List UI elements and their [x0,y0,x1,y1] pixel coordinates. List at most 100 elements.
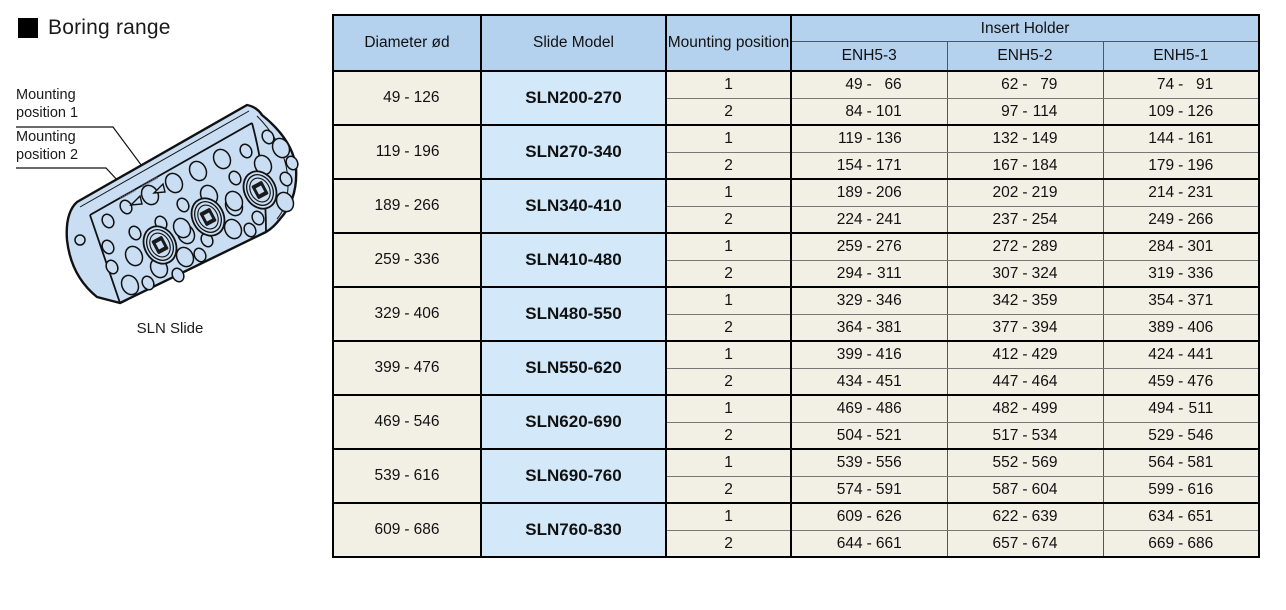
range-value: 119 [375,143,401,161]
range-value: 416 [875,346,902,364]
range-value: 591 [875,480,902,498]
mounting-position-cell: 2 [665,475,792,504]
range-cell-enh5-1: 634-651 [1102,502,1260,531]
range-cell-enh5-1: 109-126 [1102,97,1260,126]
range-dash: - [1022,372,1028,390]
sln-slide-illustration [16,103,299,305]
diameter-range-cell: 539-616 [332,448,482,504]
range-dash: - [1178,400,1184,418]
illustration-caption: SLN Slide [136,320,204,337]
range-value: 371 [1187,292,1214,310]
range-cell-enh5-3: 364-381 [790,313,948,342]
range-value: 342 [992,292,1019,310]
range-cell-enh5-1: 354-371 [1102,286,1260,315]
mounting-triangle-2 [129,194,143,206]
range-value: 214 [1148,184,1175,202]
range-dash: - [1022,400,1028,418]
col-header-enh5-1: ENH5-1 [1102,40,1260,72]
range-dash: - [1022,264,1028,282]
mounting-position-cell: 1 [665,340,792,369]
range-value: 546 [413,413,440,431]
range-value: 574 [836,480,863,498]
range-cell-enh5-2: 377-394 [946,313,1104,342]
range-cell-enh5-2: 622-639 [946,502,1104,531]
diameter-range-cell: 119-196 [332,124,482,180]
range-value: 249 [1148,210,1175,228]
range-cell-enh5-3: 329-346 [790,286,948,315]
range-dash: - [866,292,872,310]
boring-table-body: 49-126 SLN200-270 1 49-66 62-79 74-91 2 84-101 9… [332,70,1260,558]
range-value: 622 [992,508,1019,526]
mounting-position-cell: 2 [665,205,792,234]
range-value: 651 [1187,508,1214,526]
range-dash: - [1178,238,1184,256]
table-row: 2 84-101 97-114 109-126 [333,97,1260,126]
range-value: 336 [413,251,440,269]
range-dash: - [1022,454,1028,472]
table-row: 2 294-311 307-324 319-336 [333,259,1260,288]
diameter-range-cell: 259-336 [332,232,482,288]
mounting-position-cell: 2 [665,313,792,342]
col-header-enh5-3: ENH5-3 [790,40,948,72]
diameter-range-cell: 329-406 [332,286,482,342]
range-dash: - [866,130,872,148]
range-cell-enh5-2: 587-604 [946,475,1104,504]
range-dash: - [866,346,872,364]
range-dash: - [1022,184,1028,202]
page-title: Boring range [48,16,171,39]
range-cell-enh5-2: 447-464 [946,367,1104,396]
range-cell-enh5-1: 599-616 [1102,475,1260,504]
range-value: 581 [1187,454,1214,472]
range-value: 206 [875,184,902,202]
range-value: 616 [413,467,440,485]
range-dash: - [1178,534,1184,552]
range-cell-enh5-1: 494-511 [1102,394,1260,423]
diameter-range-cell: 49-126 [332,70,482,126]
range-dash: - [866,76,872,94]
range-dash: - [1178,508,1184,526]
range-cell-enh5-2: 657-674 [946,529,1104,558]
range-value: 616 [1187,480,1214,498]
range-value: 284 [1148,238,1175,256]
range-cell-enh5-1: 669-686 [1102,529,1260,558]
range-cell-enh5-2: 62-79 [946,70,1104,99]
range-dash: - [404,197,410,215]
table-row: 539-616 SLN690-760 1 539-556 552-569 564-581 [332,448,1260,504]
range-dash: - [1022,318,1028,336]
range-value: 79 [1040,76,1058,94]
range-value: 202 [992,184,1019,202]
range-dash: - [1022,508,1028,526]
range-dash: - [866,264,872,282]
table-row: 2 574-591 587-604 599-616 [333,475,1260,504]
range-value: 546 [1187,426,1214,444]
range-cell-enh5-3: 574-591 [790,475,948,504]
range-value: 626 [875,508,902,526]
table-row: 259-336 SLN410-480 1 259-276 272-289 284-301 [332,232,1260,288]
range-value: 686 [413,521,440,539]
range-value: 609 [374,521,401,539]
range-value: 639 [1031,508,1058,526]
range-value: 482 [992,400,1019,418]
table-row: 2 224-241 237-254 249-266 [333,205,1260,234]
range-dash: - [866,318,872,336]
table-row: 609-686 SLN760-830 1 609-626 622-639 634-651 [332,502,1260,558]
range-dash: - [866,102,872,120]
mounting-triangle-1 [152,182,166,194]
range-value: 91 [1195,76,1214,94]
range-dash: - [866,184,872,202]
range-cell-enh5-3: 469-486 [790,394,948,423]
table-row: 329-406 SLN480-550 1 329-346 342-359 354-371 [332,286,1260,342]
mounting-position-2-label: Mounting position 2 [16,129,79,163]
range-value: 119 [837,130,863,148]
range-value: 657 [992,534,1019,552]
table-row: 2 644-661 657-674 669-686 [333,529,1260,558]
diameter-range-cell: 399-476 [332,340,482,396]
range-dash: - [1178,480,1184,498]
range-value: 196 [413,143,440,161]
table-row: 119-196 SLN270-340 1 119-136 132-149 144-161 [332,124,1260,180]
mounting-position-1-label: Mounting position 1 [16,87,79,121]
mounting-position-cell: 1 [665,286,792,315]
mounting-position-cell: 1 [665,394,792,423]
range-cell-enh5-1: 144-161 [1102,124,1260,153]
range-cell-enh5-2: 202-219 [946,178,1104,207]
